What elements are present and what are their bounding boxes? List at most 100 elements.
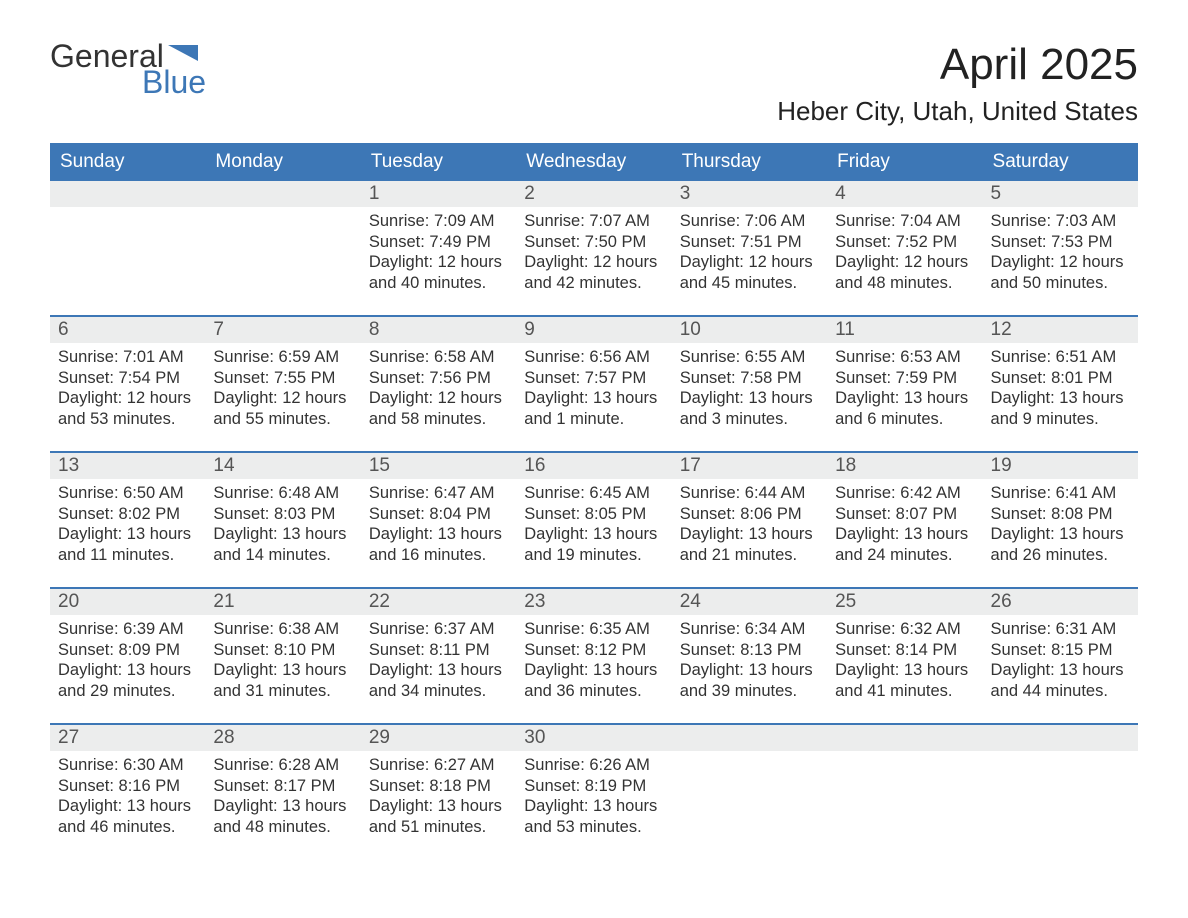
cell-body: Sunrise: 6:37 AMSunset: 8:11 PMDaylight:… <box>361 615 516 708</box>
cell-body <box>205 207 360 297</box>
week-row: 13Sunrise: 6:50 AMSunset: 8:02 PMDayligh… <box>50 451 1138 573</box>
sunrise-line: Sunrise: 6:32 AM <box>835 619 974 640</box>
daylight-line: Daylight: 13 hours and 34 minutes. <box>369 660 508 701</box>
title-block: April 2025 Heber City, Utah, United Stat… <box>777 40 1138 127</box>
daylight-line: Daylight: 13 hours and 44 minutes. <box>991 660 1130 701</box>
week-row: 6Sunrise: 7:01 AMSunset: 7:54 PMDaylight… <box>50 315 1138 437</box>
sunset-line: Sunset: 8:09 PM <box>58 640 197 661</box>
daylight-line: Daylight: 13 hours and 21 minutes. <box>680 524 819 565</box>
sunrise-line: Sunrise: 7:06 AM <box>680 211 819 232</box>
week-row: 20Sunrise: 6:39 AMSunset: 8:09 PMDayligh… <box>50 587 1138 709</box>
daylight-line: Daylight: 12 hours and 58 minutes. <box>369 388 508 429</box>
location-subtitle: Heber City, Utah, United States <box>777 96 1138 127</box>
sunrise-line: Sunrise: 6:28 AM <box>213 755 352 776</box>
cell-body <box>983 751 1138 841</box>
sunrise-line: Sunrise: 6:58 AM <box>369 347 508 368</box>
sunrise-line: Sunrise: 6:30 AM <box>58 755 197 776</box>
calendar-cell: 10Sunrise: 6:55 AMSunset: 7:58 PMDayligh… <box>672 317 827 437</box>
sunset-line: Sunset: 8:05 PM <box>524 504 663 525</box>
sunset-line: Sunset: 8:12 PM <box>524 640 663 661</box>
calendar-cell: 16Sunrise: 6:45 AMSunset: 8:05 PMDayligh… <box>516 453 671 573</box>
calendar-cell <box>983 725 1138 845</box>
sunrise-line: Sunrise: 6:37 AM <box>369 619 508 640</box>
cell-body: Sunrise: 6:32 AMSunset: 8:14 PMDaylight:… <box>827 615 982 708</box>
header: General Blue April 2025 Heber City, Utah… <box>50 40 1138 127</box>
cell-body: Sunrise: 7:06 AMSunset: 7:51 PMDaylight:… <box>672 207 827 300</box>
week-row: 27Sunrise: 6:30 AMSunset: 8:16 PMDayligh… <box>50 723 1138 845</box>
day-number <box>672 725 827 751</box>
day-number: 8 <box>361 317 516 343</box>
cell-body: Sunrise: 6:47 AMSunset: 8:04 PMDaylight:… <box>361 479 516 572</box>
sunrise-line: Sunrise: 7:01 AM <box>58 347 197 368</box>
calendar-cell: 19Sunrise: 6:41 AMSunset: 8:08 PMDayligh… <box>983 453 1138 573</box>
page-title: April 2025 <box>777 40 1138 90</box>
day-number: 26 <box>983 589 1138 615</box>
daylight-line: Daylight: 13 hours and 41 minutes. <box>835 660 974 701</box>
calendar-cell: 28Sunrise: 6:28 AMSunset: 8:17 PMDayligh… <box>205 725 360 845</box>
cell-body <box>672 751 827 841</box>
sunrise-line: Sunrise: 6:27 AM <box>369 755 508 776</box>
daylight-line: Daylight: 13 hours and 31 minutes. <box>213 660 352 701</box>
cell-body: Sunrise: 6:50 AMSunset: 8:02 PMDaylight:… <box>50 479 205 572</box>
day-number: 24 <box>672 589 827 615</box>
sunrise-line: Sunrise: 7:04 AM <box>835 211 974 232</box>
sunrise-line: Sunrise: 6:59 AM <box>213 347 352 368</box>
daylight-line: Daylight: 13 hours and 16 minutes. <box>369 524 508 565</box>
calendar-cell: 24Sunrise: 6:34 AMSunset: 8:13 PMDayligh… <box>672 589 827 709</box>
calendar-cell: 30Sunrise: 6:26 AMSunset: 8:19 PMDayligh… <box>516 725 671 845</box>
daylight-line: Daylight: 12 hours and 40 minutes. <box>369 252 508 293</box>
sunrise-line: Sunrise: 6:35 AM <box>524 619 663 640</box>
sunset-line: Sunset: 8:15 PM <box>991 640 1130 661</box>
calendar-cell: 17Sunrise: 6:44 AMSunset: 8:06 PMDayligh… <box>672 453 827 573</box>
sunrise-line: Sunrise: 6:50 AM <box>58 483 197 504</box>
daylight-line: Daylight: 13 hours and 14 minutes. <box>213 524 352 565</box>
sunrise-line: Sunrise: 6:31 AM <box>991 619 1130 640</box>
sunset-line: Sunset: 7:56 PM <box>369 368 508 389</box>
sunset-line: Sunset: 8:17 PM <box>213 776 352 797</box>
cell-body: Sunrise: 6:56 AMSunset: 7:57 PMDaylight:… <box>516 343 671 436</box>
sunset-line: Sunset: 8:04 PM <box>369 504 508 525</box>
day-number <box>827 725 982 751</box>
daylight-line: Daylight: 13 hours and 11 minutes. <box>58 524 197 565</box>
sunrise-line: Sunrise: 6:34 AM <box>680 619 819 640</box>
sunset-line: Sunset: 8:06 PM <box>680 504 819 525</box>
sunset-line: Sunset: 7:49 PM <box>369 232 508 253</box>
sunrise-line: Sunrise: 6:56 AM <box>524 347 663 368</box>
day-number: 23 <box>516 589 671 615</box>
day-number: 10 <box>672 317 827 343</box>
cell-body: Sunrise: 7:04 AMSunset: 7:52 PMDaylight:… <box>827 207 982 300</box>
day-number: 13 <box>50 453 205 479</box>
sunrise-line: Sunrise: 6:38 AM <box>213 619 352 640</box>
cell-body <box>50 207 205 297</box>
daylight-line: Daylight: 13 hours and 46 minutes. <box>58 796 197 837</box>
cell-body: Sunrise: 6:59 AMSunset: 7:55 PMDaylight:… <box>205 343 360 436</box>
calendar-cell <box>827 725 982 845</box>
day-number: 6 <box>50 317 205 343</box>
sunset-line: Sunset: 8:19 PM <box>524 776 663 797</box>
sunset-line: Sunset: 8:18 PM <box>369 776 508 797</box>
cell-body: Sunrise: 7:01 AMSunset: 7:54 PMDaylight:… <box>50 343 205 436</box>
daylight-line: Daylight: 13 hours and 36 minutes. <box>524 660 663 701</box>
sunset-line: Sunset: 8:10 PM <box>213 640 352 661</box>
daylight-line: Daylight: 13 hours and 9 minutes. <box>991 388 1130 429</box>
calendar-cell: 21Sunrise: 6:38 AMSunset: 8:10 PMDayligh… <box>205 589 360 709</box>
calendar-cell: 4Sunrise: 7:04 AMSunset: 7:52 PMDaylight… <box>827 181 982 301</box>
day-header: Thursday <box>672 143 827 181</box>
cell-body: Sunrise: 6:28 AMSunset: 8:17 PMDaylight:… <box>205 751 360 844</box>
calendar-cell: 22Sunrise: 6:37 AMSunset: 8:11 PMDayligh… <box>361 589 516 709</box>
sunrise-line: Sunrise: 7:09 AM <box>369 211 508 232</box>
daylight-line: Daylight: 13 hours and 3 minutes. <box>680 388 819 429</box>
daylight-line: Daylight: 12 hours and 48 minutes. <box>835 252 974 293</box>
calendar-cell: 6Sunrise: 7:01 AMSunset: 7:54 PMDaylight… <box>50 317 205 437</box>
sunset-line: Sunset: 7:51 PM <box>680 232 819 253</box>
sunset-line: Sunset: 7:52 PM <box>835 232 974 253</box>
sunset-line: Sunset: 8:08 PM <box>991 504 1130 525</box>
calendar-cell: 25Sunrise: 6:32 AMSunset: 8:14 PMDayligh… <box>827 589 982 709</box>
cell-body: Sunrise: 6:27 AMSunset: 8:18 PMDaylight:… <box>361 751 516 844</box>
week-row: 1Sunrise: 7:09 AMSunset: 7:49 PMDaylight… <box>50 181 1138 301</box>
day-number <box>50 181 205 207</box>
cell-body: Sunrise: 6:44 AMSunset: 8:06 PMDaylight:… <box>672 479 827 572</box>
calendar-cell: 23 Sunrise: 6:35 AMSunset: 8:12 PMDayligh… <box>516 589 671 709</box>
daylight-line: Daylight: 12 hours and 55 minutes. <box>213 388 352 429</box>
cell-body: Sunrise: 6:48 AMSunset: 8:03 PMDaylight:… <box>205 479 360 572</box>
